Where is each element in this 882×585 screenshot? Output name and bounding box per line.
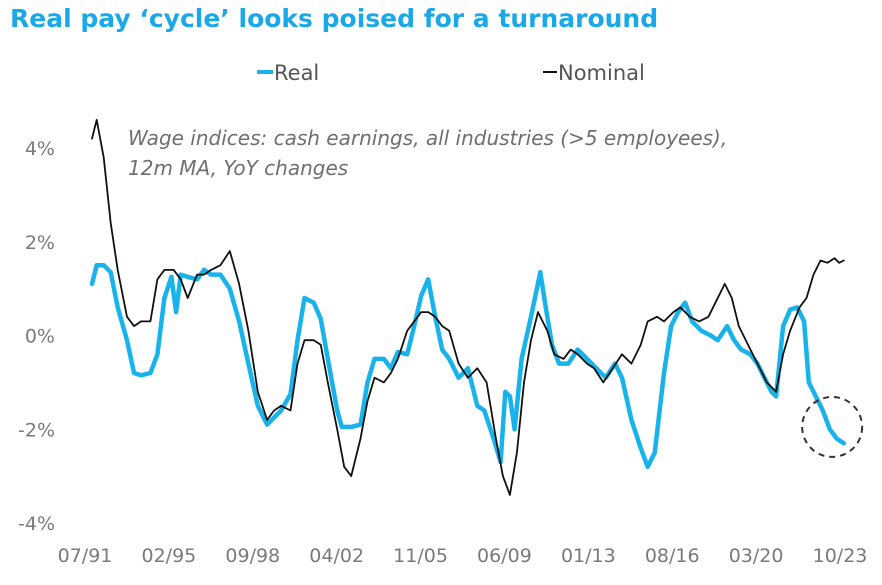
x-tick-label: 11/05 xyxy=(393,545,448,567)
y-tick-label: 0% xyxy=(25,326,55,348)
x-tick-label: 02/95 xyxy=(142,545,197,567)
y-tick-label: -4% xyxy=(18,513,55,535)
x-tick-label: 07/91 xyxy=(58,545,113,567)
chart-title: Real pay ‘cycle’ looks poised for a turn… xyxy=(10,4,659,33)
legend-label-nominal: Nominal xyxy=(558,61,645,85)
x-tick-label: 10/23 xyxy=(813,545,868,567)
series-line-nominal xyxy=(91,119,845,496)
y-axis-ticks: 4% 2% 0% -2% -4% xyxy=(18,138,55,535)
legend-label-real: Real xyxy=(274,61,319,85)
legend: Real Nominal xyxy=(257,61,645,85)
series-layer xyxy=(89,119,847,496)
x-axis-ticks: 07/91 02/95 09/98 04/02 11/05 06/09 01/13 08/16… xyxy=(58,545,868,567)
highlight-dashed-circle xyxy=(801,395,864,458)
y-tick-label: -2% xyxy=(18,419,55,441)
x-tick-label: 06/09 xyxy=(477,545,532,567)
x-tick-label: 08/16 xyxy=(645,545,700,567)
annotation-line-1: Wage indices: cash earnings, all industr… xyxy=(128,126,727,150)
x-tick-label: 09/98 xyxy=(225,545,280,567)
annotation-line-2: 12m MA, YoY changes xyxy=(128,156,348,180)
x-tick-label: 01/13 xyxy=(561,545,616,567)
x-tick-label: 03/20 xyxy=(729,545,784,567)
y-tick-label: 4% xyxy=(25,138,55,160)
x-tick-label: 04/02 xyxy=(309,545,364,567)
y-tick-label: 2% xyxy=(25,232,55,254)
